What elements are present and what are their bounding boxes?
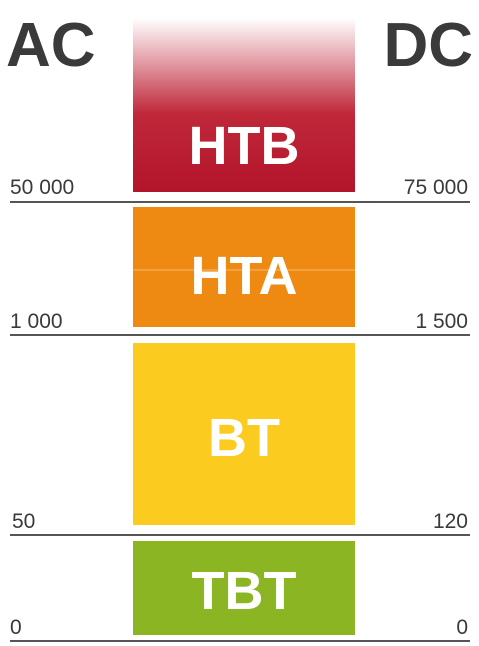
dc-header: DC — [383, 11, 473, 80]
ac-limit: 0 — [10, 616, 22, 639]
bt-band — [133, 343, 355, 525]
hta-band — [133, 207, 355, 327]
ac-limit: 50 000 — [10, 176, 74, 199]
band-label: HTB — [189, 116, 300, 176]
dc-limit: 0 — [456, 616, 468, 639]
ac-limit: 50 — [12, 510, 35, 533]
htb-band — [133, 18, 355, 192]
dc-limit: 1 500 — [415, 310, 468, 333]
band-label: TBT — [192, 561, 297, 621]
ac-limit: 1 000 — [10, 310, 63, 333]
tbt-band — [133, 541, 355, 635]
ac-header: AC — [6, 11, 96, 80]
dc-limit: 75 000 — [404, 176, 468, 199]
dc-limit: 120 — [433, 510, 468, 533]
band-label: HTA — [191, 246, 298, 306]
band-label: BT — [208, 408, 280, 468]
